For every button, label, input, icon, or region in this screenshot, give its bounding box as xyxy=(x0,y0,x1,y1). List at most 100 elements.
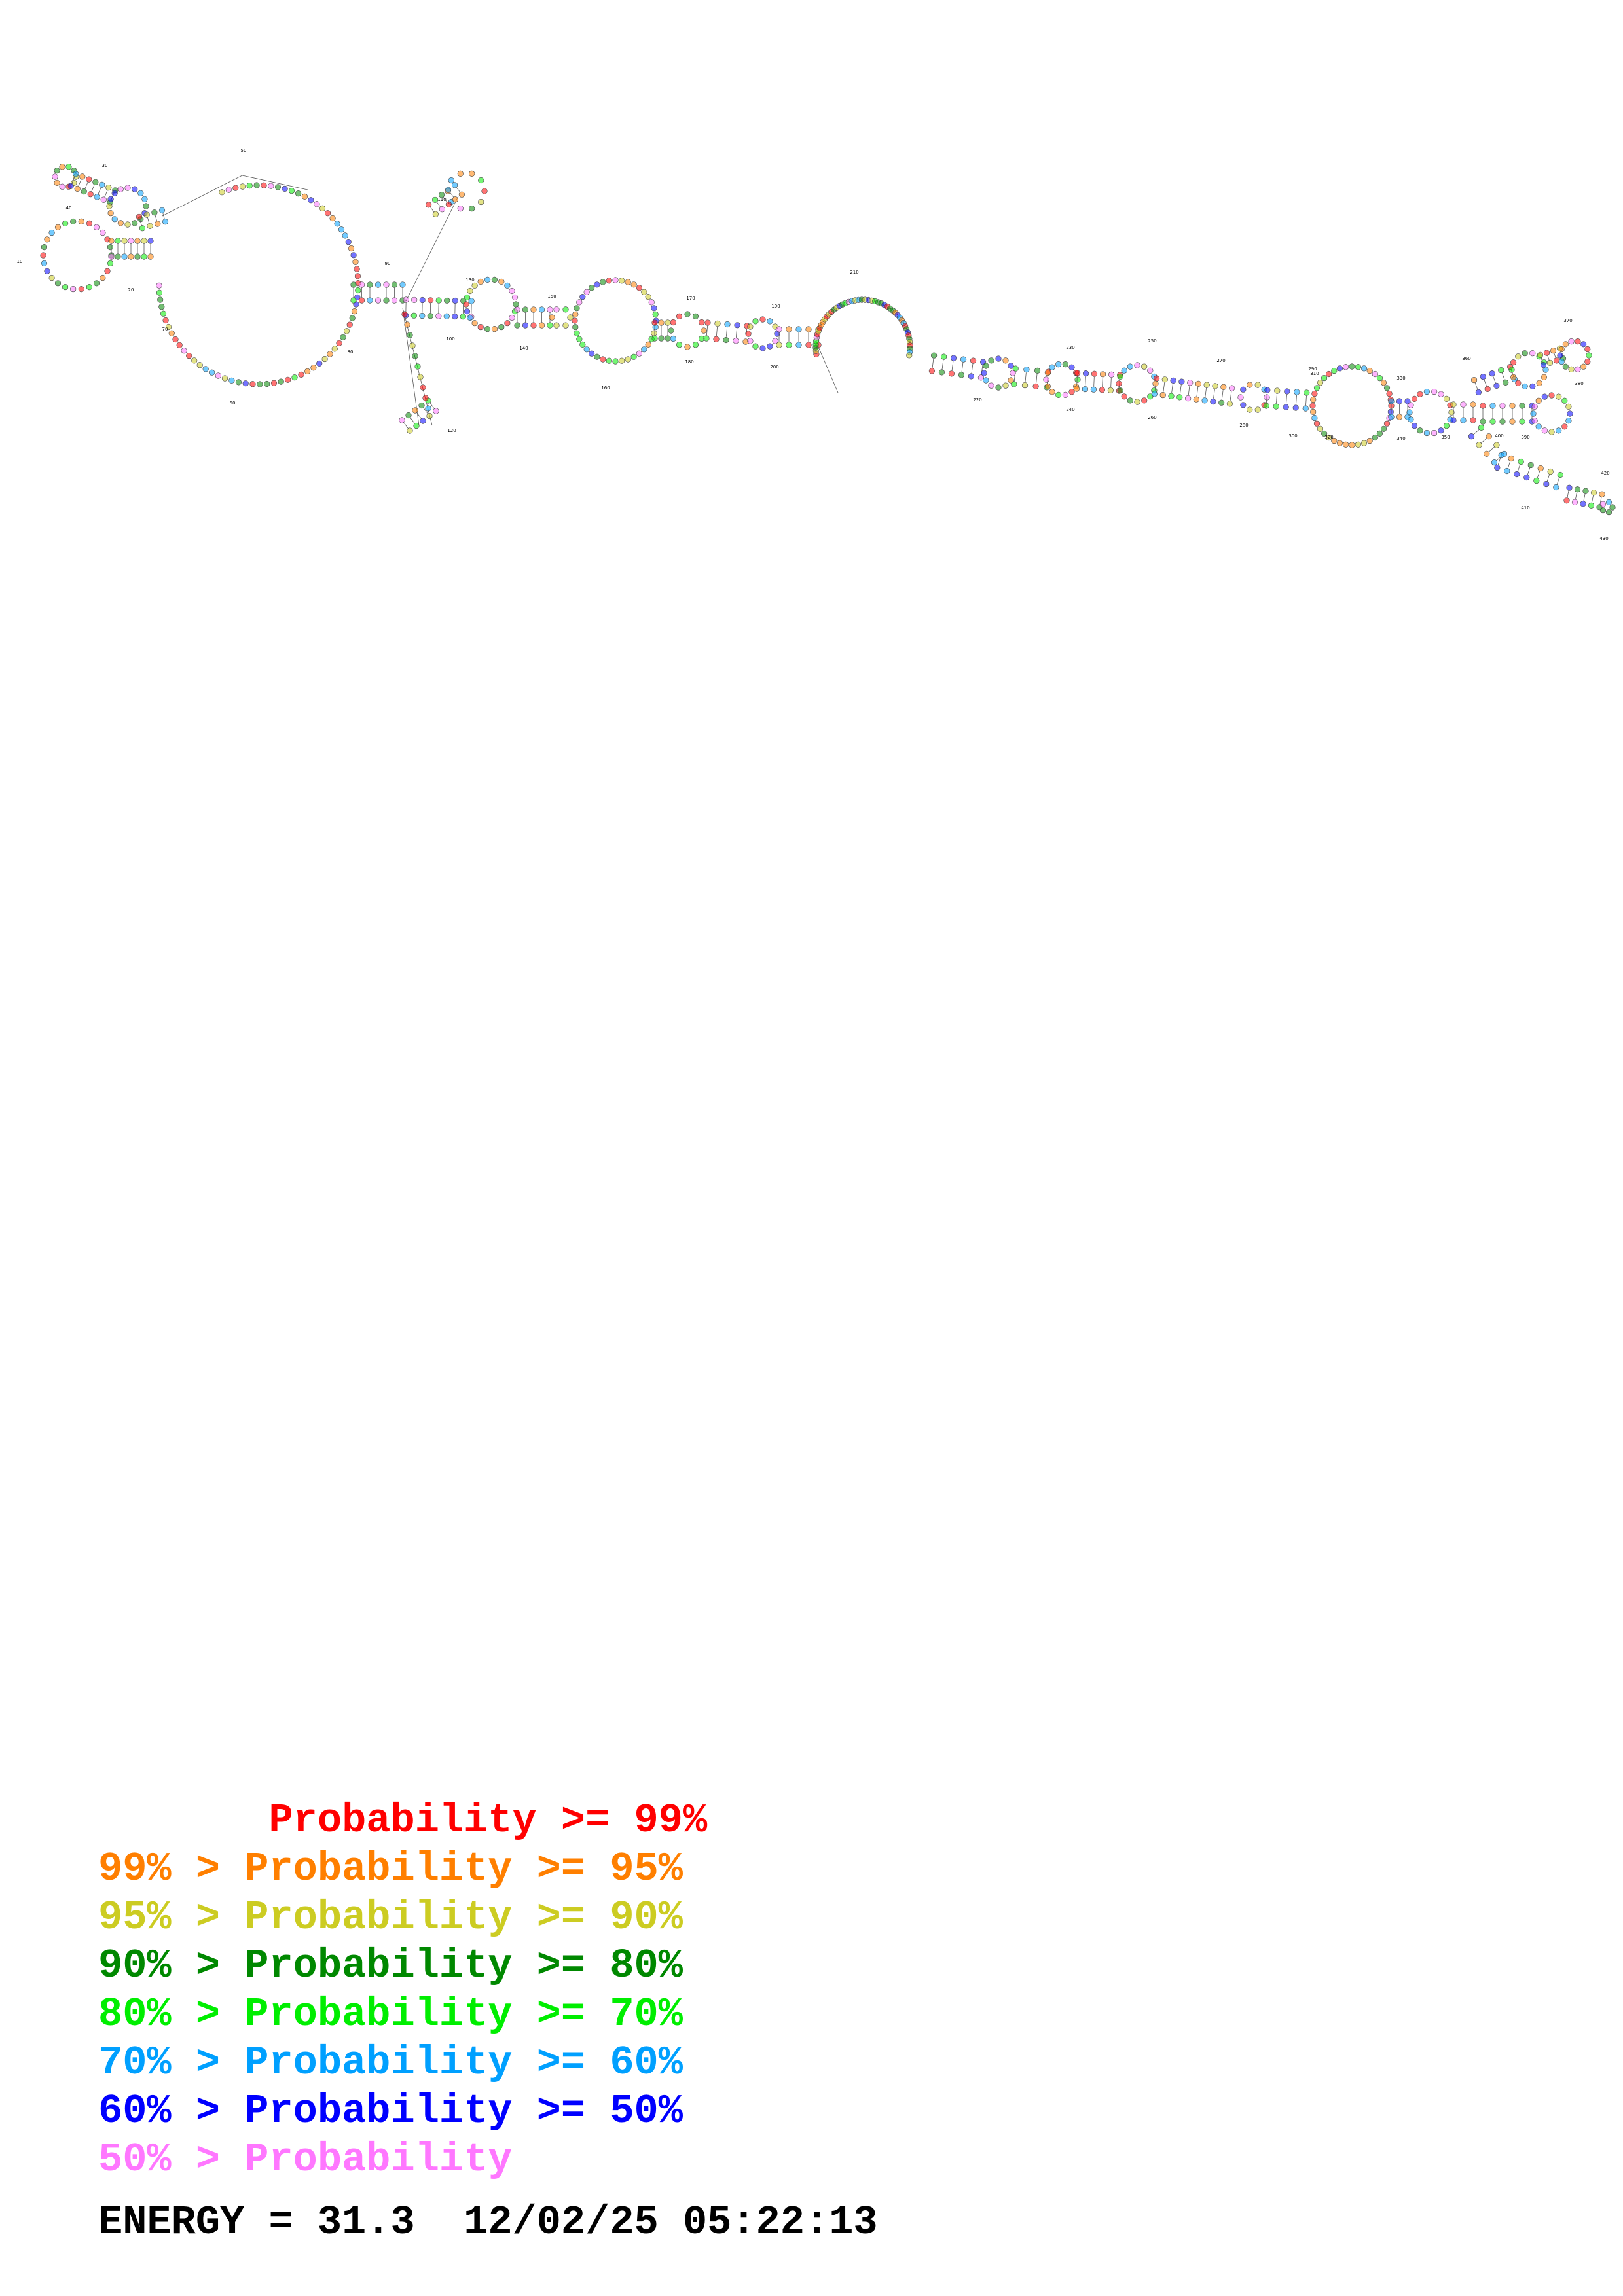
nucleotide xyxy=(1127,363,1133,370)
position-label: 100 xyxy=(446,336,454,342)
backbone-line xyxy=(429,402,435,410)
nucleotide xyxy=(458,191,465,198)
nucleotide xyxy=(268,183,274,189)
nucleotide xyxy=(52,173,58,180)
nucleotide xyxy=(1116,380,1122,387)
legend-row-label: Probability >= 70% xyxy=(244,1991,683,2037)
nucleotide xyxy=(1508,367,1515,373)
nucleotide xyxy=(1557,471,1563,478)
backbone-line xyxy=(1488,446,1495,452)
nucleotide xyxy=(645,294,651,300)
nucleotide xyxy=(445,187,452,193)
nucleotide xyxy=(522,306,529,313)
backbone-line xyxy=(104,190,108,198)
nucleotide xyxy=(435,313,442,319)
backbone-line xyxy=(951,361,954,371)
nucleotide xyxy=(723,336,729,344)
nucleotide xyxy=(87,191,94,198)
nucleotide xyxy=(752,318,759,325)
nucleotide xyxy=(574,330,580,336)
nucleotide xyxy=(612,358,619,365)
nucleotide xyxy=(1580,363,1587,370)
nucleotide xyxy=(1484,450,1490,457)
nucleotide xyxy=(477,324,484,331)
position-label: 60 xyxy=(230,401,236,406)
nucleotide xyxy=(1107,387,1114,394)
nucleotide xyxy=(1240,386,1247,393)
nucleotide xyxy=(1068,364,1075,370)
nucleotide xyxy=(928,368,935,374)
backbone-line xyxy=(1473,429,1480,435)
nucleotide xyxy=(776,326,782,332)
backbone-line xyxy=(1180,384,1182,395)
nucleotide xyxy=(995,384,1002,391)
backbone-line xyxy=(423,407,428,414)
nucleotide xyxy=(1134,399,1140,405)
backbone-line xyxy=(436,201,441,208)
nucleotide xyxy=(443,313,450,319)
nucleotide xyxy=(160,310,167,317)
nucleotide xyxy=(1599,501,1607,507)
nucleotide xyxy=(1404,398,1411,404)
backbone-line xyxy=(162,212,165,220)
nucleotide xyxy=(403,296,409,303)
nucleotide xyxy=(1605,499,1613,506)
nucleotide xyxy=(636,285,643,291)
position-label: 30 xyxy=(102,163,108,168)
nucleotide xyxy=(509,287,515,295)
nucleotide xyxy=(1537,465,1544,472)
nucleotide xyxy=(1491,459,1498,466)
nucleotide xyxy=(1141,363,1148,370)
nucleotide xyxy=(1498,452,1504,459)
nucleotide xyxy=(795,342,802,348)
nucleotide xyxy=(572,317,578,324)
nucleotide xyxy=(1210,398,1216,405)
nucleotide xyxy=(1471,376,1478,384)
position-label: 350 xyxy=(1441,435,1450,440)
nucleotide xyxy=(1523,474,1530,481)
backbone-line xyxy=(1093,376,1095,387)
nucleotide xyxy=(645,341,651,348)
nucleotide xyxy=(509,314,515,321)
nucleotide xyxy=(547,306,553,313)
nucleotide xyxy=(1349,442,1355,448)
nucleotide xyxy=(93,280,100,287)
legend-row-prefix: 80% > xyxy=(98,1991,245,2037)
nucleotide xyxy=(692,342,699,348)
nucleotide xyxy=(417,374,424,380)
nucleotide xyxy=(420,384,426,391)
nucleotide xyxy=(1302,405,1309,412)
nucleotide xyxy=(107,244,114,251)
backbone-line xyxy=(403,422,409,429)
nucleotide xyxy=(336,340,342,346)
nucleotide xyxy=(522,322,529,329)
nucleotide xyxy=(619,357,625,364)
nucleotide xyxy=(391,281,398,288)
nucleotide xyxy=(405,412,412,419)
nucleotide xyxy=(435,297,442,304)
nucleotide xyxy=(767,318,773,325)
nucleotide xyxy=(776,342,782,348)
nucleotide xyxy=(176,342,183,348)
nucleotide xyxy=(427,313,433,319)
position-label: 410 xyxy=(1521,505,1529,511)
nucleotide xyxy=(714,320,721,327)
nucleotide xyxy=(1484,386,1491,393)
position-label: 380 xyxy=(1575,381,1583,386)
nucleotide xyxy=(78,286,84,293)
nucleotide xyxy=(350,252,357,259)
nucleotide xyxy=(432,211,439,217)
position-label: 10 xyxy=(17,259,23,264)
nucleotide xyxy=(327,351,333,357)
nucleotide xyxy=(111,216,118,223)
nucleotide xyxy=(1068,389,1075,395)
nucleotide xyxy=(724,321,731,328)
nucleotide xyxy=(115,253,121,260)
nucleotide xyxy=(1355,364,1361,370)
nucleotide xyxy=(1034,367,1041,374)
nucleotide xyxy=(572,324,579,331)
nucleotide xyxy=(1543,350,1550,356)
nucleotide xyxy=(713,336,720,342)
nucleotide xyxy=(1074,376,1081,383)
position-label: 360 xyxy=(1462,356,1470,361)
